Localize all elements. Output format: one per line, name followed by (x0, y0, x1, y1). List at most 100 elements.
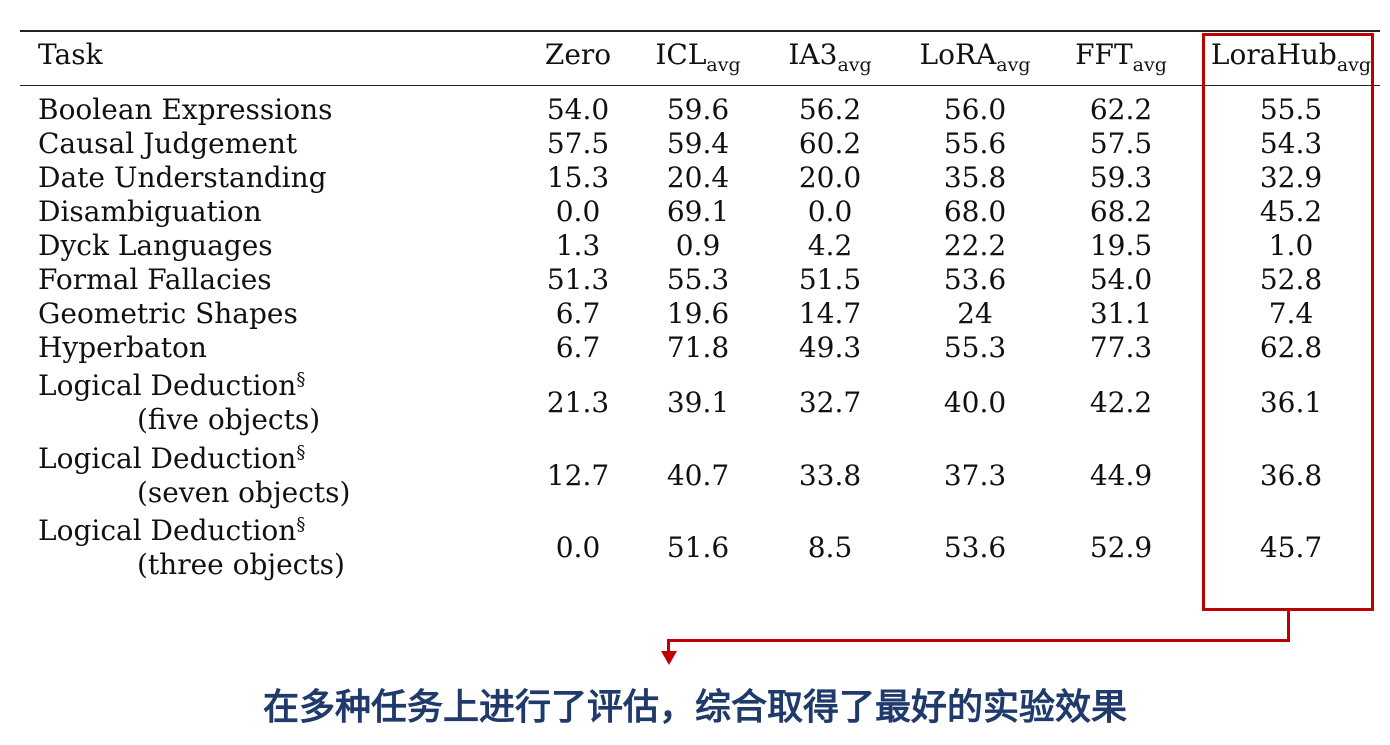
column-header-zero: Zero (508, 38, 648, 72)
column-header-label: IA3 (788, 38, 838, 71)
column-header-lorahub: LoraHubavg (1201, 38, 1381, 75)
table-cell-value: 57.5 (1089, 127, 1153, 160)
table-cell-value: 51.5 (798, 263, 862, 296)
caption: 在多种任务上进行了评估，综合取得了最好的实验效果 (262, 687, 1127, 728)
table-cell-value: 32.7 (798, 386, 862, 419)
task-name: Geometric Shapes (38, 297, 298, 330)
table-cell-value: 6.7 (555, 297, 601, 330)
table-cell-value: 42.2 (1089, 386, 1153, 419)
table-cell-value: 31.1 (1089, 297, 1153, 330)
column-header-task: Task (38, 38, 103, 72)
task-name: Causal Judgement (38, 127, 298, 160)
table-cell-value: 55.5 (1259, 93, 1323, 126)
table-top-rule (20, 30, 1380, 32)
task-name: Formal Fallacies (38, 263, 272, 296)
table-cell-value: 39.1 (666, 386, 730, 419)
column-header-subscript: avg (1336, 54, 1372, 76)
table-cell-value: 8.5 (807, 531, 853, 564)
table-cell-value: 52.9 (1089, 531, 1153, 564)
column-header-subscript: avg (706, 54, 741, 76)
table-cell-value: 60.2 (798, 127, 862, 160)
table-cell-value: 53.6 (943, 263, 1007, 296)
table-cell-value: 59.4 (666, 127, 730, 160)
table-cell-value: 51.3 (546, 263, 610, 296)
task-label: Logical Deduction§ (38, 369, 305, 403)
table-cell-value: 40.7 (666, 458, 730, 492)
table-cell-value: 56.0 (943, 93, 1007, 126)
table-cell-value: 59.6 (666, 93, 730, 126)
task-sublabel: (seven objects) (137, 475, 351, 509)
table-cell-value: 55.3 (943, 331, 1007, 364)
table-cell-value: 0.0 (555, 531, 601, 564)
task-label: Boolean Expressions (38, 93, 333, 127)
task-name: Dyck Languages (38, 229, 273, 262)
table-cell-value: 55.3 (666, 263, 730, 296)
connector-horizontal (667, 639, 1290, 642)
table-cell-value: 20.0 (798, 161, 862, 194)
table-cell-value: 54.3 (1259, 127, 1323, 160)
task-label: Logical Deduction§ (38, 514, 305, 548)
table-cell-value: 40.0 (943, 386, 1007, 419)
table-cell-value: 52.8 (1259, 263, 1323, 296)
table-cell-value: 49.3 (798, 331, 862, 364)
table-cell-value: 1.0 (1268, 229, 1314, 262)
table-header-rule (20, 85, 1380, 86)
table-cell-value: 19.5 (1089, 229, 1153, 262)
column-header-subscript: avg (1132, 54, 1167, 76)
task-label: Logical Deduction§ (38, 442, 305, 476)
table-cell-value: 56.2 (798, 93, 862, 126)
column-header-label: FFT (1075, 38, 1133, 71)
table-cell-value: 21.3 (546, 386, 610, 419)
task-footnote-mark: § (296, 514, 306, 535)
table-cell-value: 51.6 (666, 531, 730, 564)
task-name: Disambiguation (38, 195, 262, 228)
table-cell-value: 62.2 (1089, 93, 1153, 126)
table-cell-value: 71.8 (666, 331, 730, 364)
table-cell-value: 35.8 (943, 161, 1007, 194)
table-cell-value: 20.4 (666, 161, 730, 194)
column-header-lora: LoRAavg (905, 38, 1045, 75)
table-cell-value: 0.0 (555, 195, 601, 228)
column-header-fft: FFTavg (1051, 38, 1191, 75)
table-cell-value: 32.9 (1259, 161, 1323, 194)
task-name: Logical Deduction (38, 369, 297, 402)
task-label: Geometric Shapes (38, 297, 298, 331)
table-cell-value: 0.0 (807, 195, 853, 228)
task-label: Causal Judgement (38, 127, 297, 161)
task-name: Logical Deduction (38, 514, 297, 547)
column-header-ia3: IA3avg (760, 38, 900, 75)
column-header-label: LoRA (919, 38, 997, 71)
connector-vertical-right (1287, 611, 1290, 642)
task-sublabel: (three objects) (137, 548, 345, 581)
table-cell-value: 15.3 (546, 161, 610, 194)
task-label: Disambiguation (38, 195, 262, 229)
table-cell-value: 44.9 (1089, 458, 1153, 492)
table-cell-value: 4.2 (807, 229, 853, 262)
table-cell-value: 53.6 (943, 531, 1007, 564)
table-cell-value: 22.2 (943, 229, 1007, 262)
column-header-label: ICL (655, 38, 707, 71)
table-cell-value: 69.1 (666, 195, 730, 228)
task-label: Dyck Languages (38, 229, 273, 263)
column-header-label: LoraHub (1210, 38, 1337, 71)
table-cell-value: 7.4 (1268, 297, 1314, 330)
task-label: Date Understanding (38, 161, 327, 195)
lorahub-highlight-box (1202, 33, 1374, 611)
table-cell-value: 45.2 (1259, 195, 1323, 228)
table-cell-value: 36.1 (1259, 386, 1323, 419)
table-cell-value: 24 (957, 297, 993, 330)
column-header-subscript: avg (837, 54, 872, 76)
table-cell-value: 77.3 (1089, 331, 1153, 364)
table-cell-value: 6.7 (555, 331, 601, 364)
task-name: Hyperbaton (38, 331, 207, 364)
table-cell-value: 1.3 (555, 229, 601, 262)
table-cell-value: 68.0 (943, 195, 1007, 228)
task-name: Date Understanding (38, 161, 327, 194)
table-cell-value: 54.0 (1089, 263, 1153, 296)
column-header-subscript: avg (996, 54, 1031, 76)
table-cell-value: 12.7 (546, 458, 610, 492)
column-header-icl: ICLavg (628, 38, 768, 75)
table-cell-value: 14.7 (798, 297, 862, 330)
table-cell-value: 62.8 (1259, 331, 1323, 364)
table-cell-value: 0.9 (675, 229, 721, 262)
